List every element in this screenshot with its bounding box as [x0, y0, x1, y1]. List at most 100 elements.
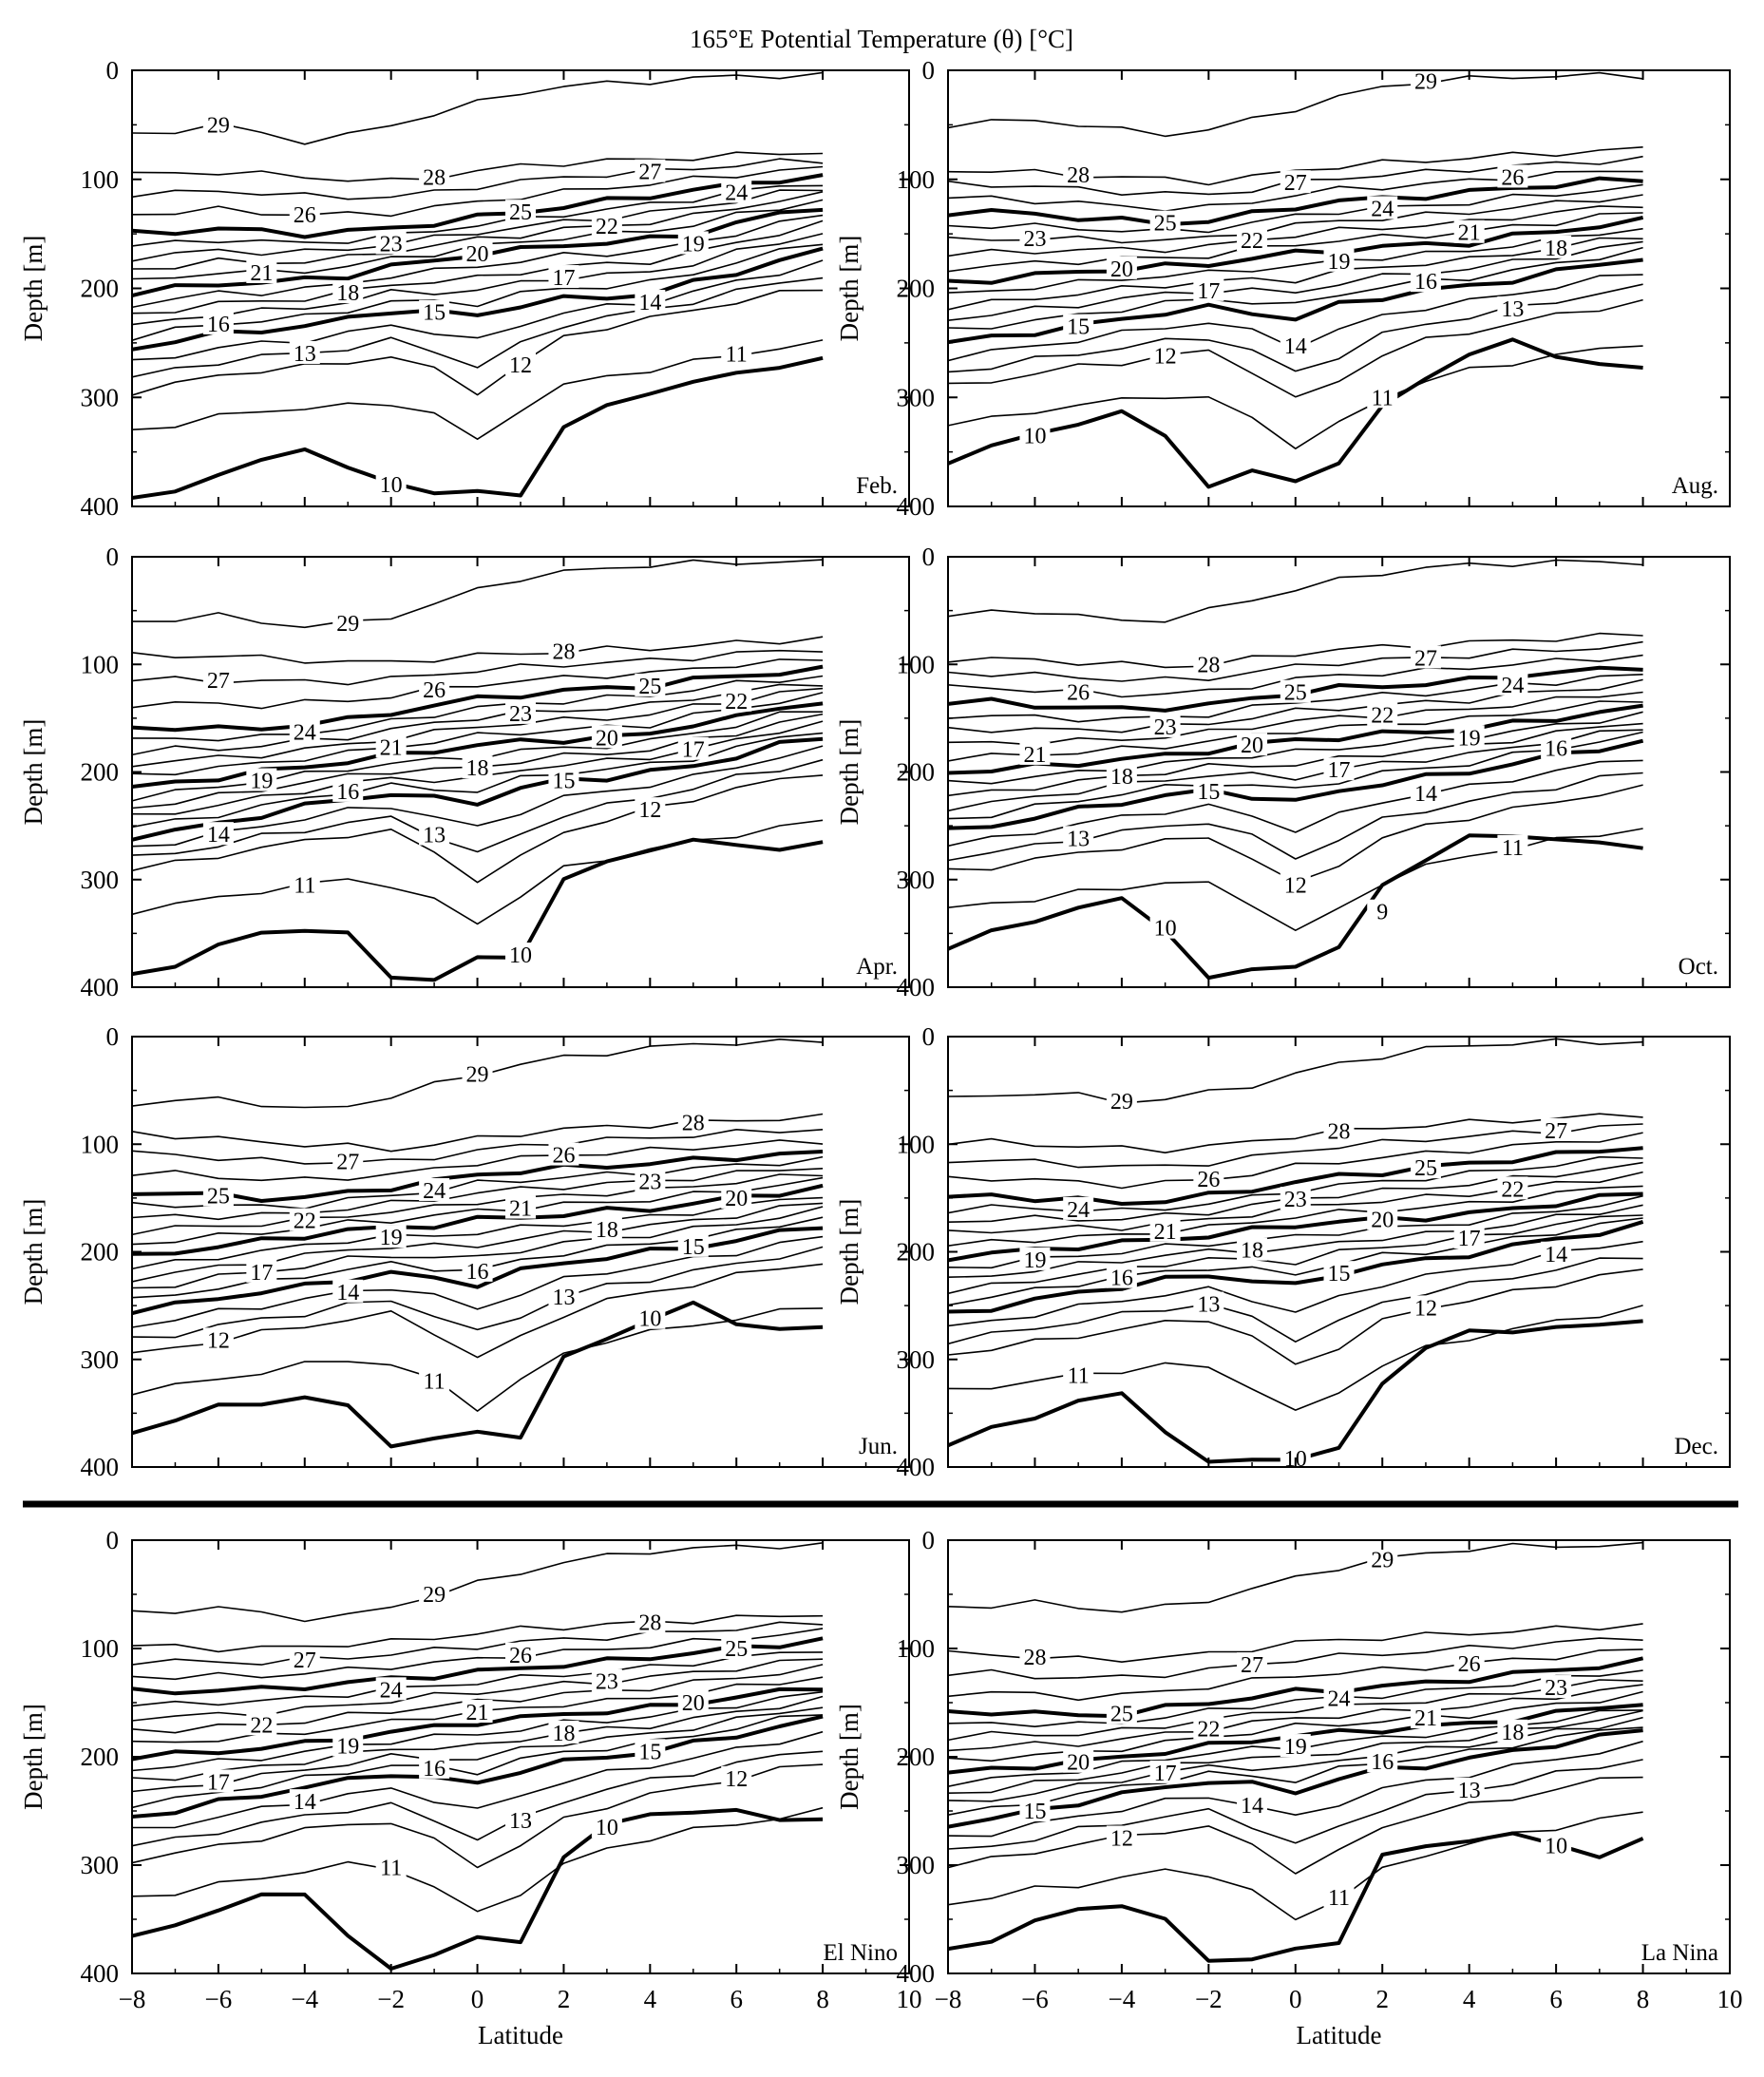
contour-label-bg: [375, 472, 407, 496]
y-tick-label: 200: [81, 1238, 120, 1267]
x-tick-label: −4: [1109, 1985, 1136, 2013]
contour-label-24: 24: [725, 181, 748, 206]
contour-label-27: 27: [1414, 646, 1437, 671]
contour-label-bg: [677, 736, 709, 760]
contour-label-28: 28: [1328, 1120, 1351, 1145]
contour-label-bg: [1410, 269, 1441, 293]
contour-label-bg: [721, 1185, 752, 1209]
contour-label-28: 28: [1023, 1646, 1046, 1670]
contour-label-bg: [1193, 277, 1224, 301]
y-tick-label: 300: [897, 1345, 936, 1374]
contour-label-bg: [1453, 1650, 1485, 1674]
isotherm-11: [948, 345, 1643, 449]
contour-label-19: 19: [682, 232, 705, 257]
contour-label-bg: [202, 112, 234, 136]
y-tick-label: 0: [106, 56, 120, 85]
panel-2: 29 28 27 26 25 24 23 22 21 20 19 18 17 16 15 14 13 12 11 10…: [19, 1022, 910, 1481]
contour-label-14: 14: [1414, 782, 1437, 807]
contour-label-16: 16: [1371, 1750, 1394, 1775]
isotherm-17: [132, 233, 824, 326]
contour-label-24: 24: [1501, 674, 1524, 698]
contour-label-27: 27: [1241, 1653, 1263, 1678]
y-tick-label: 100: [897, 1130, 936, 1158]
isotherm-17: [948, 1214, 1643, 1295]
isotherm-11: [132, 339, 824, 440]
panel-label: Dec.: [1675, 1434, 1719, 1459]
contour-label-28: 28: [1197, 653, 1220, 677]
contour-label-bg: [202, 822, 234, 846]
x-tick-label: 10: [1717, 1985, 1743, 2013]
isotherm-29: [132, 559, 824, 629]
isotherm-25: [948, 1656, 1644, 1719]
contour-group: [132, 71, 824, 500]
isotherm-18: [948, 237, 1643, 311]
contour-label-22: 22: [1197, 1717, 1220, 1742]
y-axis-label: Depth [m]: [835, 1199, 863, 1305]
panel-1: 29 28 27 26 25 24 23 22 21 20 19 18 17 16 15 14 13 12 11 10…: [19, 543, 910, 1001]
x-tick-label: 2: [1375, 1985, 1389, 2013]
panel-label: Jun.: [859, 1434, 898, 1459]
x-tick-label: −2: [377, 1985, 405, 2013]
contour-label-bg: [505, 943, 536, 966]
y-tick-label: 200: [897, 758, 936, 787]
contour-label-bg: [1541, 1117, 1572, 1141]
isotherm-20: [948, 703, 1643, 775]
isotherm-21: [132, 1176, 824, 1246]
contour-label-16: 16: [466, 1260, 489, 1285]
contour-label-18: 18: [552, 1722, 575, 1746]
isotherm-15: [132, 736, 824, 842]
isotherm-12: [948, 1776, 1643, 1875]
contour-label-bg: [202, 667, 234, 691]
contour-label-13: 13: [423, 824, 446, 848]
contour-label-bg: [1280, 333, 1311, 356]
contour-label-bg: [1323, 1261, 1355, 1285]
contour-label-bg: [419, 164, 450, 188]
y-tick-label: 0: [922, 1022, 936, 1051]
contour-label-bg: [375, 734, 407, 758]
contour-label-bg: [375, 1855, 407, 1878]
panel-3: 29 28 27 26 25 24 23 22 21 20 19 18 17 16 15 14 13 12 11 10…: [835, 56, 1731, 521]
contour-label-27: 27: [207, 669, 230, 694]
panel-0: 29 28 27 26 25 24 23 22 21 20 19 18 17 16 15 14 13 12 11 10…: [19, 56, 910, 521]
isotherm-15: [132, 246, 824, 352]
y-tick-label: 100: [897, 650, 936, 678]
contour-label-bg: [1367, 1749, 1398, 1773]
isotherm-27: [132, 1129, 824, 1165]
contour-labels: 29 28 27 26 25 24 23 22 21 20 19 18 17 16 15 14 13 12 11 10: [202, 611, 752, 968]
contour-label-18: 18: [1110, 765, 1133, 790]
contour-label-22: 22: [596, 215, 618, 239]
contour-label-bg: [462, 1258, 493, 1282]
contour-label-29: 29: [1110, 1090, 1133, 1115]
contour-label-26: 26: [1197, 1168, 1220, 1192]
isotherm-25: [132, 1150, 824, 1203]
contour-label-bg: [1193, 1167, 1224, 1191]
isotherm-23: [132, 683, 824, 756]
isotherm-22: [948, 1684, 1643, 1752]
contour-label-bg: [332, 1279, 364, 1303]
contour-label-bg: [462, 1061, 493, 1085]
contour-label-13: 13: [1458, 1779, 1481, 1803]
contour-label-29: 29: [1414, 69, 1437, 94]
isotherm-24: [132, 1155, 824, 1210]
isotherm-26: [132, 1139, 824, 1182]
contour-label-bg: [462, 755, 493, 779]
contour-label-24: 24: [380, 1678, 403, 1703]
contour-label-bg: [1323, 1686, 1355, 1709]
contour-label-19: 19: [1023, 1248, 1046, 1273]
contour-label-28: 28: [682, 1112, 705, 1136]
panel-label: Feb.: [856, 473, 898, 499]
y-tick-label: 200: [897, 275, 936, 303]
x-axis-label: Latitude: [478, 2021, 563, 2049]
isotherm-10: [132, 837, 824, 982]
contour-label-bg: [289, 340, 320, 364]
panel-label: Aug.: [1672, 473, 1718, 499]
contour-label-20: 20: [466, 242, 489, 267]
isotherm-28: [132, 1614, 824, 1653]
contour-label-bg: [1063, 1196, 1094, 1220]
x-tick-label: 8: [1637, 1985, 1650, 2013]
contour-label-bg: [1193, 652, 1224, 676]
contour-label-bg: [548, 768, 579, 791]
isotherm-15: [948, 1219, 1644, 1314]
contour-label-11: 11: [1068, 1364, 1090, 1389]
